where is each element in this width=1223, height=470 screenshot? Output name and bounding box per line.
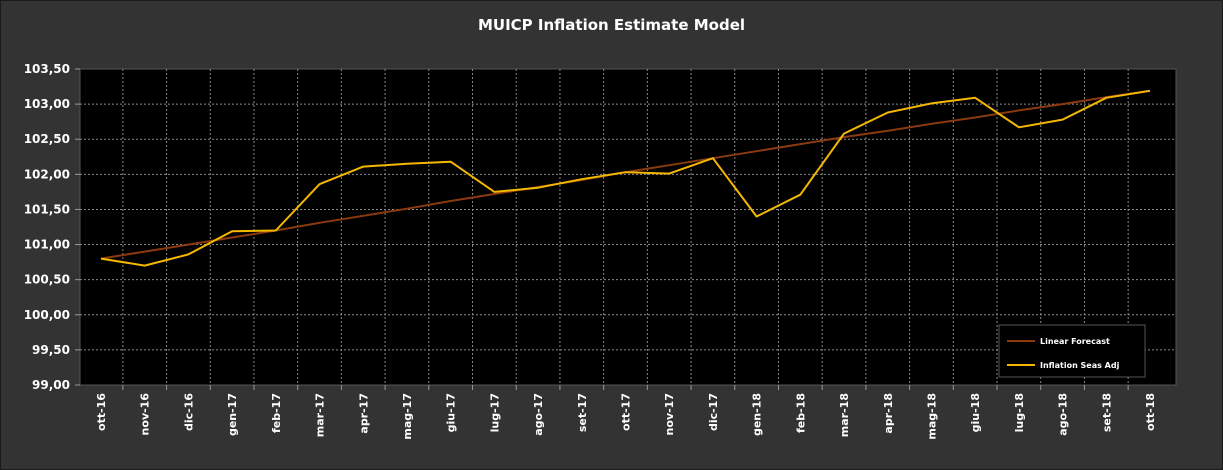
x-tick-label: lug-18 — [1013, 393, 1026, 432]
plot-area — [79, 68, 1177, 386]
x-tick-label: dic-16 — [182, 393, 195, 431]
x-tick-label: mag-18 — [925, 393, 938, 440]
legend-box — [998, 324, 1146, 378]
y-tick-label: 101,00 — [24, 238, 70, 252]
x-tick-label: mar-18 — [838, 393, 851, 437]
x-tick-label: nov-17 — [663, 393, 676, 435]
x-tick-label: mag-17 — [401, 393, 414, 440]
x-tick-label: apr-18 — [882, 393, 895, 434]
legend: Linear Forecast Inflation Seas Adj — [998, 324, 1146, 378]
x-tick-label: gen-18 — [751, 393, 764, 436]
x-tick-label: ago-17 — [532, 393, 545, 436]
x-tick-label: ott-16 — [95, 393, 108, 431]
y-axis: 99,00 99,50 100,00 100,50 101,00 101,50 102,00… — [24, 62, 80, 392]
x-tick-label: dic-17 — [707, 393, 720, 431]
series-line-inflation-seas-adj — [100, 89, 1151, 267]
x-tick-label: giu-17 — [445, 393, 458, 432]
x-tick-label: ott-17 — [620, 393, 633, 431]
x-tick-label: apr-17 — [357, 393, 370, 434]
y-tick-label: 103,00 — [24, 97, 70, 111]
y-tick-label: 100,00 — [24, 308, 70, 322]
y-tick-label: 100,50 — [24, 273, 70, 287]
x-tick-label: lug-17 — [488, 393, 501, 432]
y-tick-label: 103,50 — [24, 62, 70, 76]
y-tick-label: 99,00 — [32, 378, 70, 392]
x-tick-label: gen-17 — [226, 393, 239, 436]
y-tick-label: 99,50 — [32, 343, 70, 357]
x-axis: ott-16 nov-16 dic-16 gen-17 feb-17 mar-17 apr-… — [95, 385, 1157, 440]
series-lines — [100, 89, 1151, 267]
x-tick-label: ago-18 — [1057, 393, 1070, 436]
x-tick-label: set-17 — [576, 393, 589, 432]
x-tick-label: giu-18 — [969, 393, 982, 432]
y-tick-label: 102,00 — [24, 167, 70, 181]
legend-label-inflation-seas-adj: Inflation Seas Adj — [1040, 361, 1120, 370]
x-tick-label: feb-17 — [270, 393, 283, 433]
x-tick-label: nov-16 — [139, 393, 152, 436]
x-tick-label: ott-18 — [1144, 393, 1157, 431]
y-tick-label: 102,50 — [24, 132, 70, 146]
legend-label-linear-forecast: Linear Forecast — [1040, 337, 1110, 346]
x-tick-label: mar-17 — [314, 393, 327, 437]
y-tick-label: 101,50 — [24, 202, 70, 216]
x-tick-label: feb-18 — [794, 393, 807, 433]
chart-title: MUICP Inflation Estimate Model — [477, 16, 746, 34]
grid-lines — [80, 69, 1176, 385]
x-tick-label: set-18 — [1100, 393, 1113, 432]
